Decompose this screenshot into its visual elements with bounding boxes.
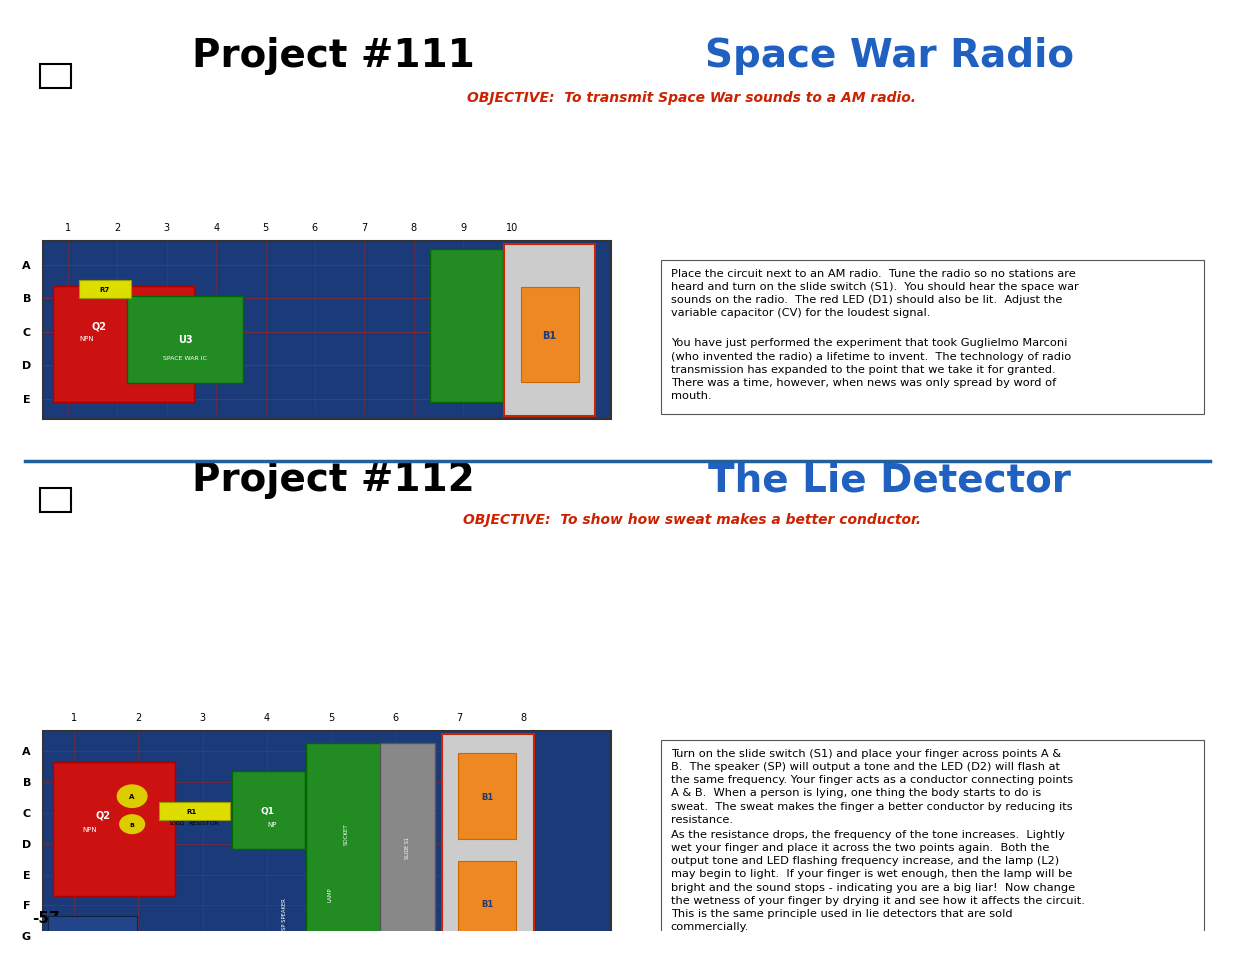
Text: SOCKET: SOCKET	[343, 822, 348, 844]
FancyBboxPatch shape	[79, 280, 131, 299]
Text: 7: 7	[456, 712, 463, 721]
Text: Q2: Q2	[91, 321, 106, 331]
Text: 3: 3	[164, 223, 169, 233]
FancyBboxPatch shape	[661, 261, 1204, 415]
Text: -57-: -57-	[32, 910, 67, 925]
Bar	[40, 489, 70, 513]
FancyBboxPatch shape	[458, 754, 516, 840]
Text: 2: 2	[135, 712, 142, 721]
Text: R1: R1	[186, 808, 196, 814]
Text: Q1: Q1	[261, 806, 275, 815]
Text: Turn on the slide switch (S1) and place your finger across points A &
B.  The sp: Turn on the slide switch (S1) and place …	[671, 748, 1073, 823]
Text: OBJECTIVE:  To transmit Space War sounds to a AM radio.: OBJECTIVE: To transmit Space War sounds …	[467, 91, 916, 105]
Text: As the resistance drops, the frequency of the tone increases.  Lightly
wet your : As the resistance drops, the frequency o…	[671, 829, 1084, 931]
Text: C: C	[22, 808, 31, 818]
FancyBboxPatch shape	[458, 861, 516, 946]
Text: 3: 3	[200, 712, 205, 721]
Text: RESISTOR: RESISTOR	[188, 820, 220, 825]
Text: 10: 10	[506, 223, 519, 233]
Text: D: D	[22, 839, 31, 849]
Text: B1: B1	[482, 899, 494, 908]
FancyBboxPatch shape	[48, 917, 137, 953]
Text: 4: 4	[214, 223, 219, 233]
FancyBboxPatch shape	[306, 743, 385, 952]
Text: 1: 1	[65, 223, 70, 233]
Circle shape	[120, 815, 144, 834]
FancyBboxPatch shape	[53, 761, 175, 896]
Text: 100Ω: 100Ω	[168, 820, 185, 825]
Text: 8: 8	[411, 223, 416, 233]
Text: 7: 7	[361, 223, 368, 233]
FancyBboxPatch shape	[661, 740, 1204, 950]
Text: B1: B1	[542, 331, 557, 340]
Text: Project #112: Project #112	[193, 460, 474, 498]
Text: 2: 2	[114, 223, 121, 233]
Text: 1: 1	[72, 712, 77, 721]
FancyBboxPatch shape	[127, 296, 243, 384]
Text: B: B	[22, 778, 31, 787]
Bar	[43, 731, 611, 953]
FancyBboxPatch shape	[521, 288, 579, 383]
Text: 6: 6	[393, 712, 398, 721]
FancyBboxPatch shape	[430, 250, 503, 402]
Text: B: B	[130, 821, 135, 827]
Text: G: G	[22, 931, 31, 941]
FancyBboxPatch shape	[53, 287, 194, 402]
Circle shape	[117, 785, 147, 807]
Text: NPN: NPN	[79, 336, 94, 342]
Text: 5: 5	[262, 223, 269, 233]
Text: B1: B1	[482, 792, 494, 801]
Text: E: E	[23, 870, 31, 880]
Text: Q2: Q2	[95, 810, 110, 820]
Text: NPN: NPN	[83, 826, 98, 832]
Text: 5: 5	[327, 712, 335, 721]
Bar	[40, 65, 70, 89]
FancyBboxPatch shape	[380, 743, 435, 952]
Text: E: E	[23, 395, 31, 405]
Text: NP: NP	[267, 821, 277, 827]
Text: 9: 9	[461, 223, 466, 233]
FancyBboxPatch shape	[504, 245, 595, 416]
Text: You have just performed the experiment that took Guglielmo Marconi
(who invented: You have just performed the experiment t…	[671, 338, 1071, 401]
Text: F: F	[23, 901, 31, 910]
Text: 8: 8	[521, 712, 526, 721]
Text: 4: 4	[264, 712, 269, 721]
Text: A: A	[130, 794, 135, 800]
Text: The Lie Detector: The Lie Detector	[708, 460, 1071, 498]
Text: SP SPEAKER: SP SPEAKER	[282, 897, 287, 928]
Text: D: D	[22, 361, 31, 371]
Text: Place the circuit next to an AM radio.  Tune the radio so no stations are
heard : Place the circuit next to an AM radio. T…	[671, 268, 1078, 317]
Text: A: A	[22, 260, 31, 271]
Text: A: A	[22, 746, 31, 757]
Text: LAMP: LAMP	[327, 887, 332, 902]
Text: U3: U3	[178, 335, 193, 345]
Text: Project #111: Project #111	[193, 37, 474, 75]
Bar	[43, 242, 611, 419]
FancyBboxPatch shape	[232, 771, 305, 849]
Text: 6: 6	[312, 223, 317, 233]
Text: B: B	[22, 294, 31, 304]
Text: ANTENNA COIL: ANTENNA COIL	[72, 940, 109, 945]
Text: Space War Radio: Space War Radio	[705, 37, 1073, 75]
Text: OBJECTIVE:  To show how sweat makes a better conductor.: OBJECTIVE: To show how sweat makes a bet…	[463, 513, 920, 527]
Text: C: C	[22, 328, 31, 337]
Text: R7: R7	[100, 287, 110, 293]
Text: SLIDE S1: SLIDE S1	[405, 837, 410, 859]
FancyBboxPatch shape	[442, 734, 534, 953]
Text: SPACE WAR IC: SPACE WAR IC	[163, 356, 207, 361]
FancyBboxPatch shape	[159, 802, 230, 821]
